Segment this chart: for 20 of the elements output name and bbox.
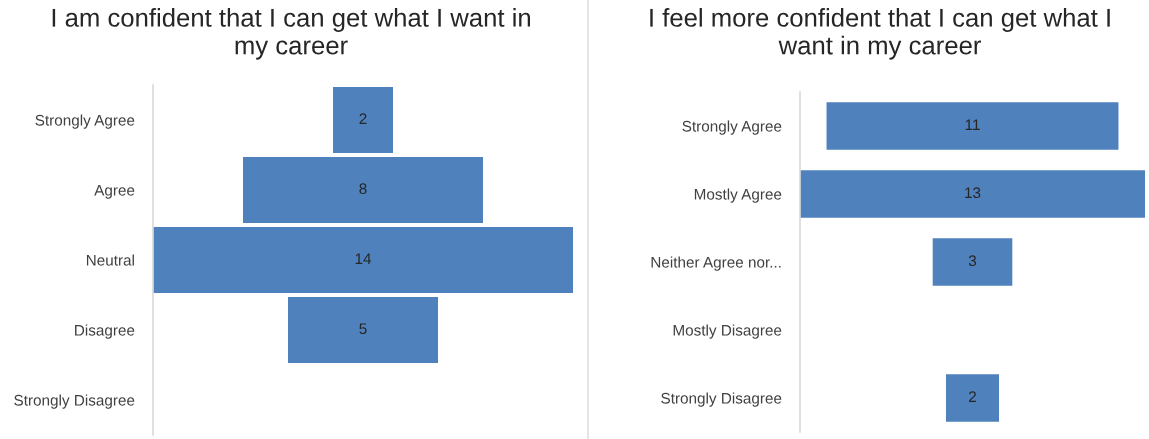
data-label: 14	[355, 253, 372, 264]
data-label: 5	[359, 323, 367, 335]
category-label: Agree	[94, 185, 135, 199]
category-label: Neither Agree nor...	[651, 256, 781, 271]
data-label: 13	[965, 187, 981, 199]
data-label: 3	[968, 255, 977, 267]
text: I feel more confident that I can get what I want in my career	[650, 8, 1110, 60]
category-label: Strongly Agree	[35, 114, 135, 129]
category-label: Strongly Disagree	[661, 392, 782, 407]
category-label: Disagree	[75, 324, 135, 339]
data-label: 2	[359, 113, 367, 124]
category-label: Mostly Agree	[694, 188, 782, 203]
category-label: Strongly Agree	[682, 120, 782, 135]
text: I am confident that I can get what I want in my career	[52, 8, 531, 60]
data-label: 8	[359, 183, 367, 195]
category-label: Strongly Disagree	[14, 394, 135, 409]
category-label: Neutral	[86, 254, 134, 266]
data-label: 2	[969, 391, 976, 402]
data-label: 11	[965, 119, 980, 130]
category-label: Mostly Disagree	[673, 324, 782, 339]
